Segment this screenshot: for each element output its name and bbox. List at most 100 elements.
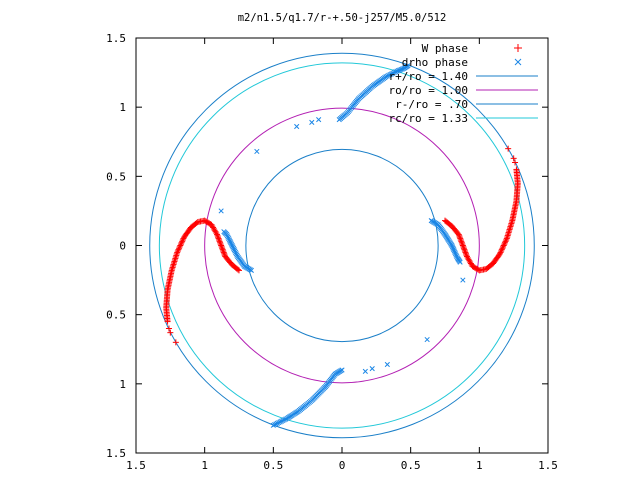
series-0-point <box>505 145 512 152</box>
series-0-point <box>456 234 463 241</box>
series-1-point <box>452 249 458 256</box>
series-0-point <box>181 234 188 241</box>
series-1-point <box>316 117 322 123</box>
series-0-point <box>463 252 470 259</box>
series-1-point <box>362 368 368 374</box>
series-0-point <box>458 239 465 246</box>
series-0 <box>163 145 521 346</box>
series-0-point <box>496 252 503 259</box>
series-0-point <box>501 241 508 248</box>
series-0-point <box>219 245 226 252</box>
y-tick-label: 0.5 <box>106 170 126 183</box>
series-0-point <box>512 159 519 166</box>
series-0-point <box>215 235 222 242</box>
series-0-point <box>461 248 468 255</box>
series-0-point <box>180 235 187 242</box>
series-1-point <box>405 63 411 69</box>
series-0-arm-1 <box>442 166 521 274</box>
legend-marker <box>514 44 522 52</box>
series-0-point <box>459 242 466 249</box>
series-0-point <box>454 230 461 237</box>
series-0-point <box>455 231 462 238</box>
series-0-point <box>498 248 505 255</box>
series-0-point <box>220 249 227 256</box>
series-0-point <box>216 238 223 245</box>
series-0-point <box>513 166 520 173</box>
series-1-point <box>450 245 456 251</box>
series-0-point <box>500 243 507 250</box>
series-0-point <box>460 243 467 250</box>
series-0-point <box>461 246 468 253</box>
y-tick-label: 1 <box>119 378 126 391</box>
circle-1 <box>204 107 480 384</box>
y-tick-label: 0.5 <box>106 309 126 322</box>
x-tick-label: 1.5 <box>538 459 558 472</box>
series-1-point <box>398 66 404 73</box>
y-tick-label: 1 <box>119 101 126 114</box>
series-0-point <box>167 329 174 336</box>
axes: 1.5 1 0.5 0 0.5 1 1.51.510.500.511.5 <box>106 32 558 472</box>
series-0-point <box>223 254 230 261</box>
series-1-point <box>218 208 224 214</box>
x-tick-label: 0.5 <box>401 459 421 472</box>
x-tick-label: 1.5 <box>126 459 146 472</box>
reference-circles <box>149 52 535 439</box>
series-0-point <box>181 232 188 239</box>
circle-3 <box>158 62 526 429</box>
series-0-point <box>460 245 467 252</box>
series-0-point <box>219 246 226 253</box>
series-1-point <box>221 229 227 235</box>
y-tick-label: 0 <box>119 240 126 253</box>
series-1-point <box>294 123 300 130</box>
series-1-point <box>369 366 375 372</box>
series-0-point <box>221 250 228 257</box>
legend-label: rc/ro = 1.33 <box>389 112 468 125</box>
series-0-point <box>222 253 229 260</box>
series-1-point <box>451 247 457 253</box>
series-0-point <box>497 249 504 256</box>
series-1-point <box>453 252 459 258</box>
series-0-point <box>179 236 186 243</box>
series-1-point <box>270 422 276 428</box>
series-0-point <box>459 241 466 248</box>
series-0-point <box>174 248 181 255</box>
series-0-point <box>178 239 185 246</box>
series-1-point <box>395 68 401 74</box>
data-series <box>163 63 521 428</box>
legend-label: r-/ro = .70 <box>395 98 468 111</box>
series-1-point <box>460 277 466 283</box>
series-0-point <box>177 242 184 249</box>
series-0-point <box>456 232 463 239</box>
series-0-point <box>498 246 505 253</box>
series-1-point <box>309 119 315 125</box>
series-0-point <box>218 243 225 250</box>
series-0-point <box>457 235 464 242</box>
legend-label: W phase <box>422 42 468 55</box>
series-0-point <box>164 318 171 325</box>
y-tick-label: 1.5 <box>106 447 126 460</box>
series-1-point <box>254 148 260 155</box>
series-0-point <box>496 250 503 257</box>
series-0-point <box>220 248 227 255</box>
series-1-arm-2 <box>221 229 254 274</box>
series-0-point <box>179 238 186 245</box>
x-tick-label: 1 <box>476 459 483 472</box>
series-0-point <box>457 236 464 243</box>
y-tick-label: 1.5 <box>106 32 126 45</box>
series-1-point <box>424 336 430 343</box>
series-0-point <box>177 241 184 248</box>
series-0-point <box>502 238 509 245</box>
x-tick-label: 1 <box>201 459 208 472</box>
series-0-point <box>217 239 224 246</box>
series-1-point <box>397 67 403 73</box>
series-1 <box>218 63 466 428</box>
series-1-point <box>384 361 390 368</box>
x-tick-label: 0.5 <box>263 459 283 472</box>
series-0-point <box>216 236 223 243</box>
series-1-point <box>394 68 400 74</box>
x-tick-label: 0 <box>339 459 346 472</box>
series-0-point <box>176 245 183 252</box>
